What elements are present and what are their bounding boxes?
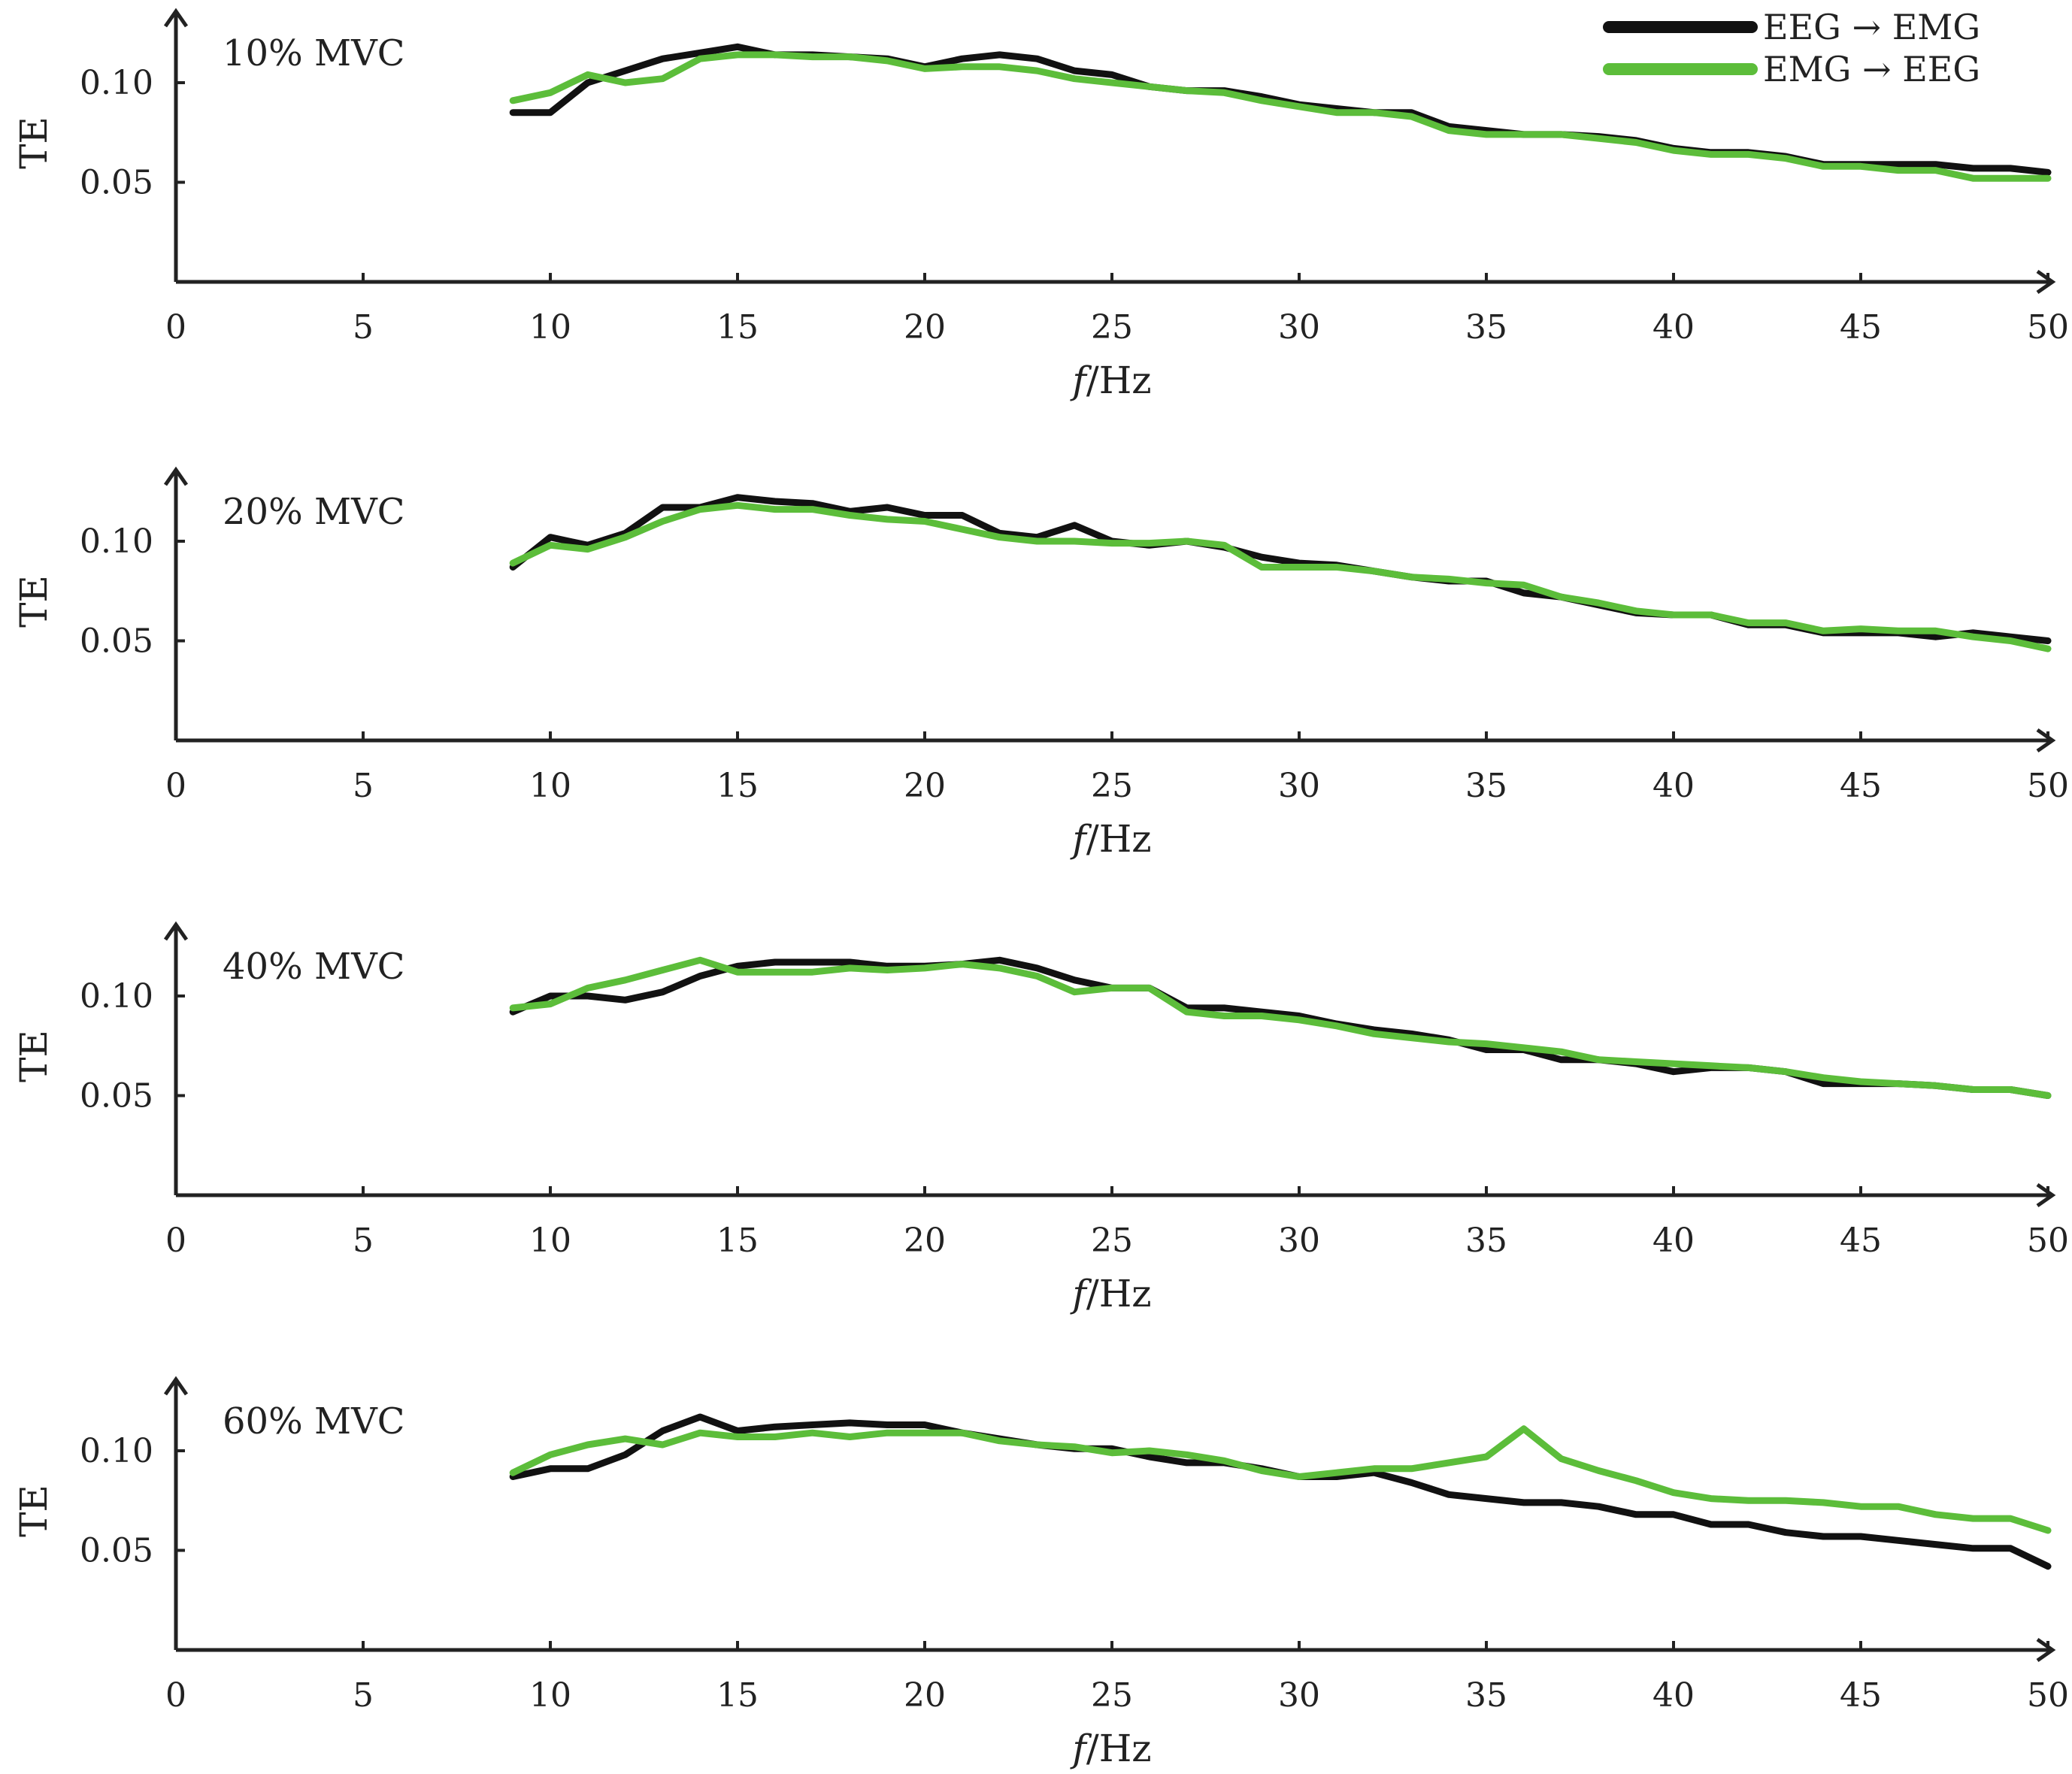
legend: EEG → EMG EMG → EEG	[1603, 7, 1980, 89]
series-line-emg-to-eeg	[509, 501, 2052, 652]
panel-title: 40% MVC	[223, 946, 404, 988]
x-tick-label: 45	[1840, 767, 1882, 805]
chart-panel-3: 0 5 10 15 20 25 30 35 40 45 50 0.10 0.05 TE f/Hz 40% MV…	[12, 921, 2069, 1315]
x-tick-label: 10	[529, 767, 571, 805]
x-tick-label: 35	[1465, 767, 1507, 805]
x-tick-label: 35	[1465, 1222, 1507, 1260]
x-tick-label: 0	[165, 1222, 186, 1260]
y-tick-label: 0.05	[80, 1532, 153, 1570]
chart-panel-2: 0 5 10 15 20 25 30 35 40 45 50 0.10 0.05 TE f/Hz 20% MV…	[12, 466, 2069, 861]
x-tick-label: 5	[353, 1676, 374, 1715]
x-axis-title: f/Hz	[1069, 817, 1151, 861]
y-tick-label: 0.05	[80, 622, 153, 661]
x-tick-label: 25	[1091, 1222, 1133, 1260]
series-line-emg-to-eeg	[509, 956, 2052, 1099]
y-tick-label: 0.10	[80, 522, 153, 561]
x-tick-label: 45	[1840, 1222, 1882, 1260]
x-axis-title: f/Hz	[1069, 359, 1151, 402]
x-axis-title-unit: /Hz	[1086, 817, 1152, 861]
x-tick-label: 45	[1840, 1676, 1882, 1715]
x-tick-label: 0	[165, 308, 186, 347]
x-tick-label: 15	[716, 308, 759, 347]
x-tick-label: 45	[1840, 308, 1882, 347]
y-axis-title: TE	[12, 117, 56, 169]
x-tick-label: 40	[1652, 308, 1695, 347]
x-tick-label: 20	[904, 767, 946, 805]
x-tick-label: 0	[165, 767, 186, 805]
x-tick-label: 30	[1278, 1222, 1320, 1260]
x-tick-label: 50	[2027, 767, 2069, 805]
x-tick-label: 10	[529, 1222, 571, 1260]
x-tick-label: 35	[1465, 308, 1507, 347]
x-tick-label: 30	[1278, 308, 1320, 347]
y-axis-arrow	[163, 921, 189, 941]
y-tick-label: 0.05	[80, 164, 153, 202]
panel-title: 10% MVC	[223, 32, 404, 74]
x-tick-label: 0	[165, 1676, 186, 1715]
x-tick-label: 20	[904, 308, 946, 347]
x-tick-label: 5	[353, 1222, 374, 1260]
x-tick-label: 50	[2027, 308, 2069, 347]
x-tick-label: 25	[1091, 308, 1133, 347]
chart-panel-1: 0 5 10 15 20 25 30 35 40 45 50 0.10 0.05 TE f/Hz 10% MV…	[12, 8, 2069, 402]
x-tick-label: 15	[716, 767, 759, 805]
x-tick-label: 20	[904, 1676, 946, 1715]
x-tick-label: 40	[1652, 767, 1695, 805]
y-axis-title: TE	[12, 1030, 56, 1082]
legend-label-emg-to-eeg: EMG → EEG	[1763, 49, 1980, 89]
y-axis-arrow	[163, 466, 189, 486]
x-axis-arrow	[2036, 1637, 2056, 1663]
y-axis-arrow	[163, 8, 189, 28]
x-axis-title-unit: /Hz	[1086, 1272, 1152, 1315]
series-line-emg-to-eeg	[509, 51, 2052, 182]
x-tick-label: 30	[1278, 767, 1320, 805]
x-axis-title-unit: /Hz	[1086, 359, 1152, 402]
x-tick-label: 20	[904, 1222, 946, 1260]
x-tick-label: 15	[716, 1676, 759, 1715]
x-axis-title: f/Hz	[1069, 1727, 1151, 1770]
x-axis-arrow	[2036, 269, 2056, 295]
x-axis-arrow	[2036, 1182, 2056, 1208]
x-tick-label: 50	[2027, 1222, 2069, 1260]
x-tick-label: 5	[353, 767, 374, 805]
x-tick-label: 50	[2027, 1676, 2069, 1715]
x-tick-label: 10	[529, 308, 571, 347]
x-tick-label: 25	[1091, 1676, 1133, 1715]
x-axis-title-unit: /Hz	[1086, 1727, 1152, 1770]
panel-title: 60% MVC	[223, 1400, 404, 1443]
x-axis-arrow	[2036, 728, 2056, 753]
y-tick-label: 0.10	[80, 1432, 153, 1470]
x-tick-label: 5	[353, 308, 374, 347]
x-tick-label: 10	[529, 1676, 571, 1715]
x-tick-label: 40	[1652, 1222, 1695, 1260]
x-tick-label: 15	[716, 1222, 759, 1260]
series-line-emg-to-eeg	[509, 1425, 2052, 1534]
x-tick-label: 35	[1465, 1676, 1507, 1715]
y-axis-arrow	[163, 1376, 189, 1396]
legend-label-eeg-to-emg: EEG → EMG	[1763, 7, 1980, 47]
y-tick-label: 0.10	[80, 977, 153, 1016]
x-tick-label: 30	[1278, 1676, 1320, 1715]
y-tick-label: 0.10	[80, 64, 153, 102]
chart-panel-4: 0 5 10 15 20 25 30 35 40 45 50 0.10 0.05 TE f/Hz 60% MV…	[12, 1376, 2069, 1770]
panel-title: 20% MVC	[223, 491, 404, 533]
x-tick-label: 25	[1091, 767, 1133, 805]
x-axis-title: f/Hz	[1069, 1272, 1151, 1315]
x-tick-label: 40	[1652, 1676, 1695, 1715]
y-axis-title: TE	[12, 575, 56, 628]
y-tick-label: 0.05	[80, 1077, 153, 1116]
y-axis-title: TE	[12, 1485, 56, 1537]
